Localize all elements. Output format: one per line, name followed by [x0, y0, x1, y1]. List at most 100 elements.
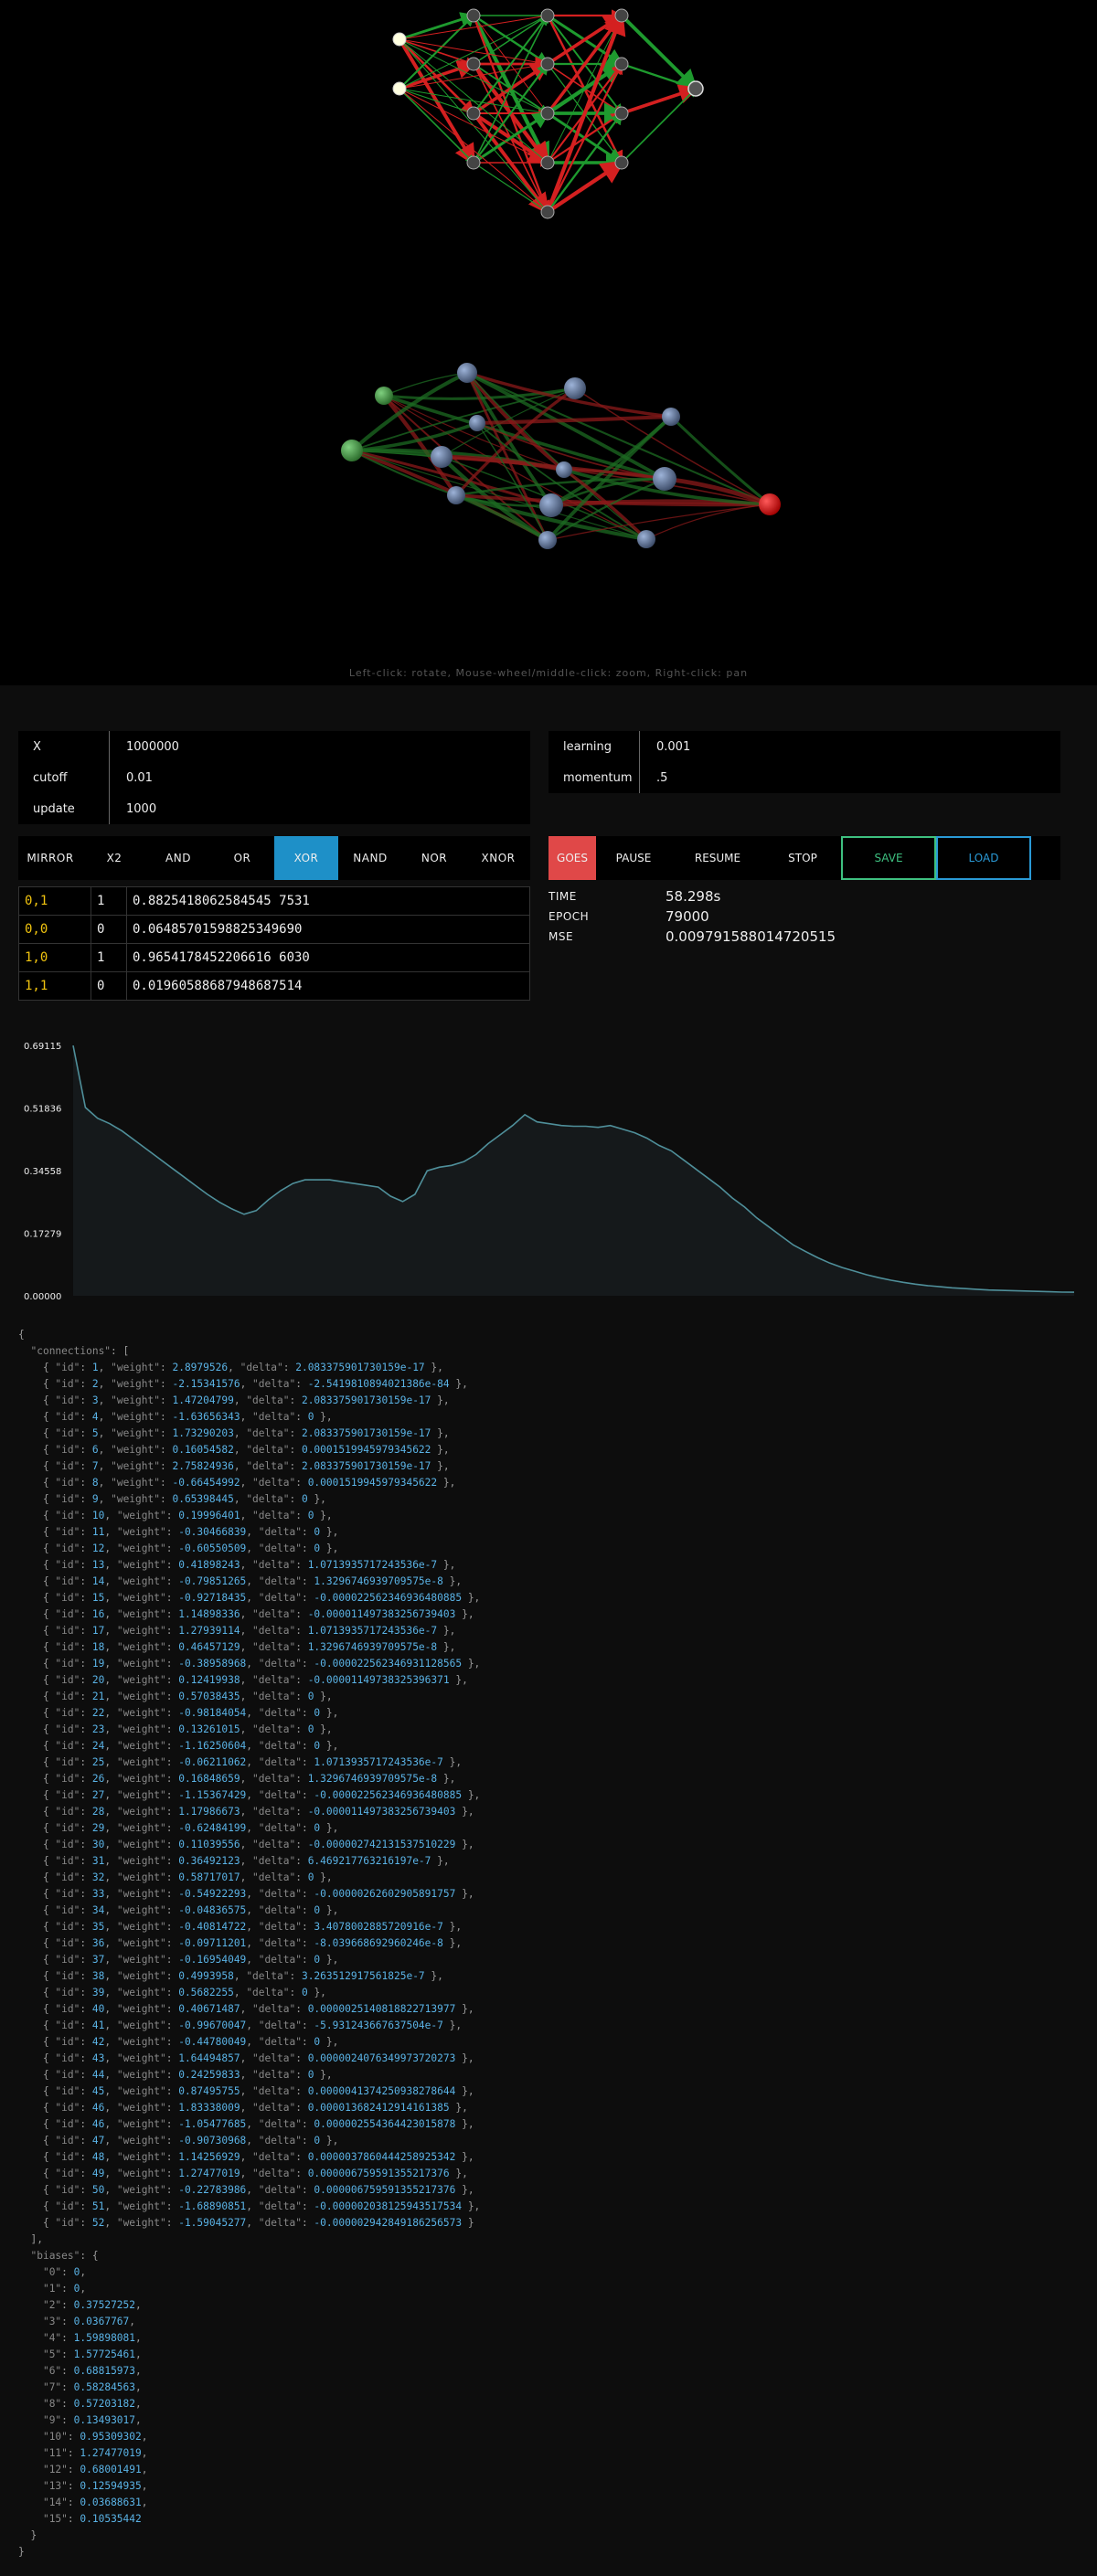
problem-button-nor[interactable]: NOR: [421, 852, 448, 864]
hidden-neuron: [466, 57, 481, 71]
hidden-neuron: [431, 446, 453, 468]
param-row-cutoff: cutoff: [18, 762, 530, 793]
stat-mse: MSE 0.009791588014720515: [548, 927, 1060, 947]
stat-label: TIME: [548, 890, 577, 903]
row-target: 0: [91, 915, 127, 944]
row-output: 0.9654178452206616 6030: [126, 943, 530, 972]
hidden-neuron: [469, 415, 485, 431]
problem-button-xnor[interactable]: XNOR: [481, 852, 516, 864]
param-input-momentum[interactable]: [655, 769, 932, 786]
connection-edge: [473, 62, 549, 164]
hidden-neuron: [614, 8, 629, 23]
hidden-neuron: [653, 467, 676, 491]
connection-edge: [546, 160, 625, 214]
y-tick-label: 0.17279: [24, 1230, 61, 1240]
param-input-learning[interactable]: [655, 738, 932, 755]
output-neuron: [687, 80, 704, 97]
goes-button[interactable]: GOES: [548, 836, 596, 880]
network-view-3d[interactable]: [0, 302, 1097, 685]
param-input-x[interactable]: [124, 738, 402, 755]
param-input-update[interactable]: [124, 800, 402, 817]
input-neuron: [392, 81, 407, 96]
row-target: 0: [91, 971, 127, 1001]
y-tick-label: 0.34558: [24, 1167, 61, 1177]
connection-edge: [399, 59, 477, 90]
param-label-learning: learning: [548, 731, 640, 762]
connection-edge: [454, 387, 576, 497]
connection-edge: [563, 468, 771, 506]
row-input: 1,1: [18, 971, 91, 1001]
connection-edge: [399, 15, 548, 90]
problem-button-x2[interactable]: X2: [106, 852, 122, 864]
output-neuron: [759, 493, 781, 515]
error-area: [73, 1045, 1074, 1296]
connection-edge: [476, 422, 647, 540]
connection-edge: [546, 12, 626, 213]
hidden-neuron: [614, 106, 629, 121]
input-neuron: [341, 440, 363, 461]
problem-button-and[interactable]: AND: [165, 852, 191, 864]
network-json-output: { "connections": [ { "id": 1, "weight": …: [18, 1329, 481, 2558]
resume-button[interactable]: RESUME: [694, 852, 741, 864]
connection-edge: [455, 493, 647, 542]
hidden-neuron: [556, 461, 572, 478]
y-tick-label: 0.69115: [24, 1042, 61, 1052]
problem-button-or[interactable]: OR: [233, 852, 251, 864]
connection-edge: [473, 14, 549, 114]
row-target: 1: [91, 886, 127, 916]
param-row-update: update: [18, 793, 530, 824]
training-params-panel: X cutoff update: [18, 731, 530, 824]
connection-edge: [441, 456, 771, 505]
stat-label: EPOCH: [548, 910, 590, 923]
connection-edge: [441, 387, 576, 458]
stat-time: TIME 58.298s: [548, 886, 1060, 906]
problem-button-mirror[interactable]: MIRROR: [27, 852, 74, 864]
hidden-neuron: [447, 486, 465, 504]
param-label-momentum: momentum: [548, 762, 640, 793]
row-target: 1: [91, 943, 127, 972]
param-label-cutoff: cutoff: [18, 762, 110, 793]
stop-button[interactable]: STOP: [788, 852, 817, 864]
load-button[interactable]: LOAD: [936, 836, 1031, 880]
row-output: 0.06485701598825349690: [126, 915, 530, 944]
hidden-neuron: [564, 377, 586, 399]
connection-edge: [383, 395, 548, 541]
connection-edge: [547, 15, 623, 164]
pause-button[interactable]: PAUSE: [615, 852, 652, 864]
input-neuron: [375, 387, 393, 405]
param-label-update: update: [18, 793, 110, 824]
hidden-neuron: [466, 106, 481, 121]
connection-edge: [473, 14, 548, 164]
hidden-neuron: [662, 408, 680, 426]
connection-edge: [466, 371, 672, 419]
problem-button-nand[interactable]: NAND: [353, 852, 388, 864]
hidden-neuron: [614, 57, 629, 71]
stat-epoch: EPOCH 79000: [548, 906, 1060, 927]
connection-edge: [441, 456, 647, 540]
save-button[interactable]: SAVE: [841, 836, 936, 880]
table-row: 1,1 0 0.01960588687948687514: [18, 971, 530, 1001]
stat-value: 79000: [666, 908, 709, 925]
param-label-x: X: [18, 731, 110, 762]
row-output: 0.01960588687948687514: [126, 971, 530, 1001]
view-controls-hint: Left-click: rotate, Mouse-wheel/middle-c…: [348, 667, 749, 679]
connection-edge: [669, 415, 771, 506]
connection-edge: [621, 84, 699, 115]
param-input-cutoff[interactable]: [124, 769, 402, 786]
row-input: 1,0: [18, 943, 91, 972]
hidden-neuron: [466, 155, 481, 170]
connection-edge: [645, 504, 771, 540]
hidden-neuron: [540, 106, 555, 121]
connection-edge: [466, 371, 666, 481]
error-chart: 0.69115 0.51836 0.34558 0.17279 0.00000: [0, 1028, 1097, 1307]
hidden-neuron: [540, 57, 555, 71]
connection-edge: [620, 14, 698, 91]
connection-edge: [473, 162, 548, 213]
connection-edge: [399, 15, 548, 40]
connection-edge: [547, 111, 623, 213]
problem-button-xor[interactable]: XOR: [274, 836, 338, 880]
learning-params-panel: learning momentum: [548, 731, 1060, 793]
network-diagram-2d: [0, 0, 1097, 302]
connection-edge: [399, 88, 548, 164]
hidden-neuron: [540, 205, 555, 219]
